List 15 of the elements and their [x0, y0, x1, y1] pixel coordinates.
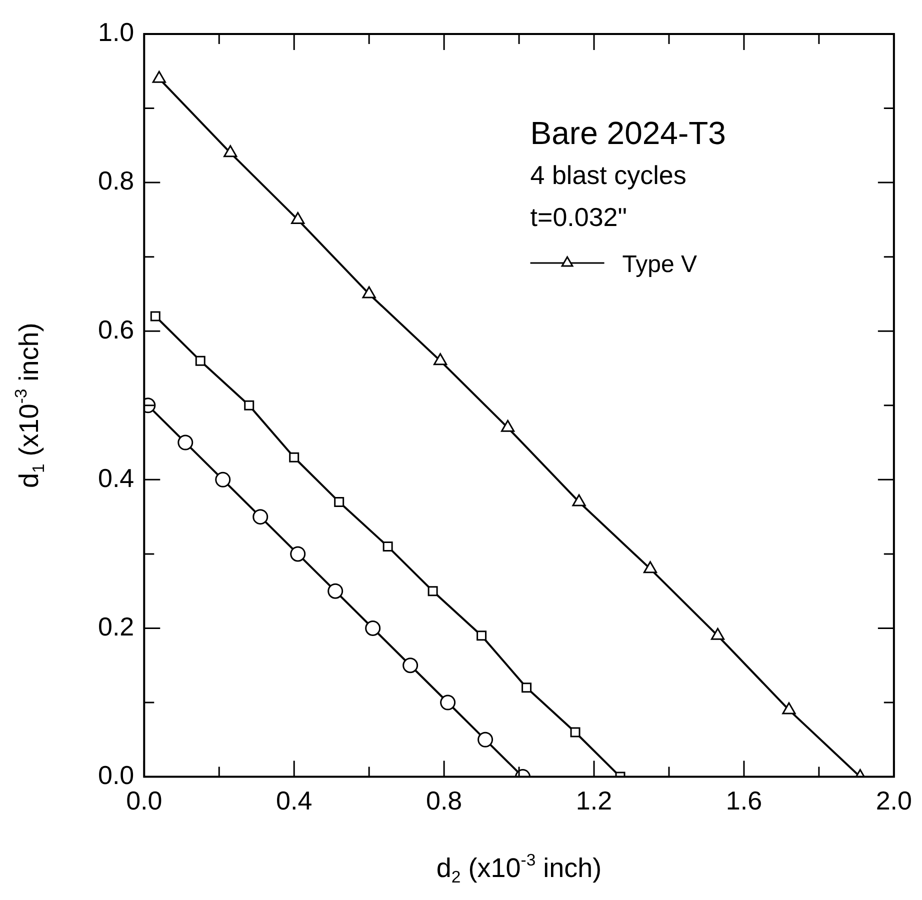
x-tick-label: 0.8 [426, 786, 462, 816]
x-tick-label: 1.2 [576, 786, 612, 816]
y-tick-label: 0.6 [98, 314, 134, 344]
x-tick-label: 2.0 [876, 786, 912, 816]
y-axis-title: d1 (x10-3 inch) [12, 322, 48, 488]
legend-label: Type V [622, 251, 697, 278]
annotation: t=0.032" [530, 202, 627, 232]
annotation: 4 blast cycles [530, 160, 686, 190]
y-tick-label: 0.2 [98, 611, 134, 642]
x-tick-label: 0.4 [276, 786, 312, 816]
x-tick-label: 1.6 [726, 786, 762, 816]
y-tick-label: 0.8 [98, 166, 134, 196]
y-tick-label: 1.0 [98, 17, 134, 48]
y-tick-label: 0.4 [98, 462, 134, 493]
annotation: Bare 2024-T3 [530, 115, 726, 151]
